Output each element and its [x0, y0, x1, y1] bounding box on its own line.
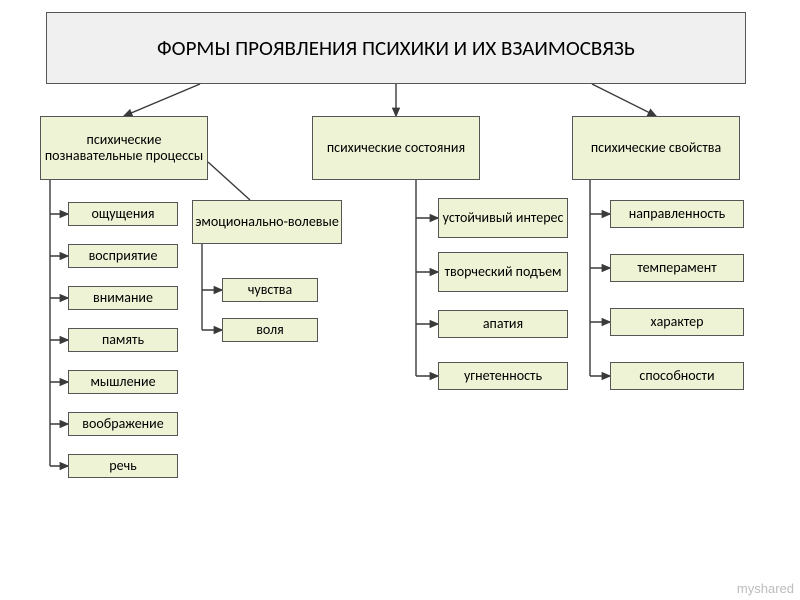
node-perception: восприятие — [68, 244, 178, 268]
node-emotional-volitional: эмоционально-волевые — [192, 200, 342, 244]
node-apathy: апатия — [438, 310, 568, 338]
node-depression: угнетенность — [438, 362, 568, 390]
node-attention: внимание — [68, 286, 178, 310]
node-speech: речь — [68, 454, 178, 478]
node-sensation: ощущения — [68, 202, 178, 226]
node-feelings: чувства — [222, 278, 318, 302]
node-processes: психические познавательные процессы — [40, 116, 208, 180]
node-memory: память — [68, 328, 178, 352]
node-imagination: воображение — [68, 412, 178, 436]
watermark: myshared — [737, 581, 794, 596]
node-properties: психические свойства — [572, 116, 740, 180]
node-orientation: направленность — [610, 200, 744, 228]
node-states: психические состояния — [312, 116, 480, 180]
node-thinking: мышление — [68, 370, 178, 394]
node-creativity: творческий подъем — [438, 252, 568, 292]
node-temperament: темперамент — [610, 254, 744, 282]
node-character: характер — [610, 308, 744, 336]
node-abilities: способности — [610, 362, 744, 390]
node-will: воля — [222, 318, 318, 342]
diagram-title: ФОРМЫ ПРОЯВЛЕНИЯ ПСИХИКИ И ИХ ВЗАИМОСВЯЗ… — [46, 12, 746, 84]
node-interest: устойчивый интерес — [438, 198, 568, 238]
